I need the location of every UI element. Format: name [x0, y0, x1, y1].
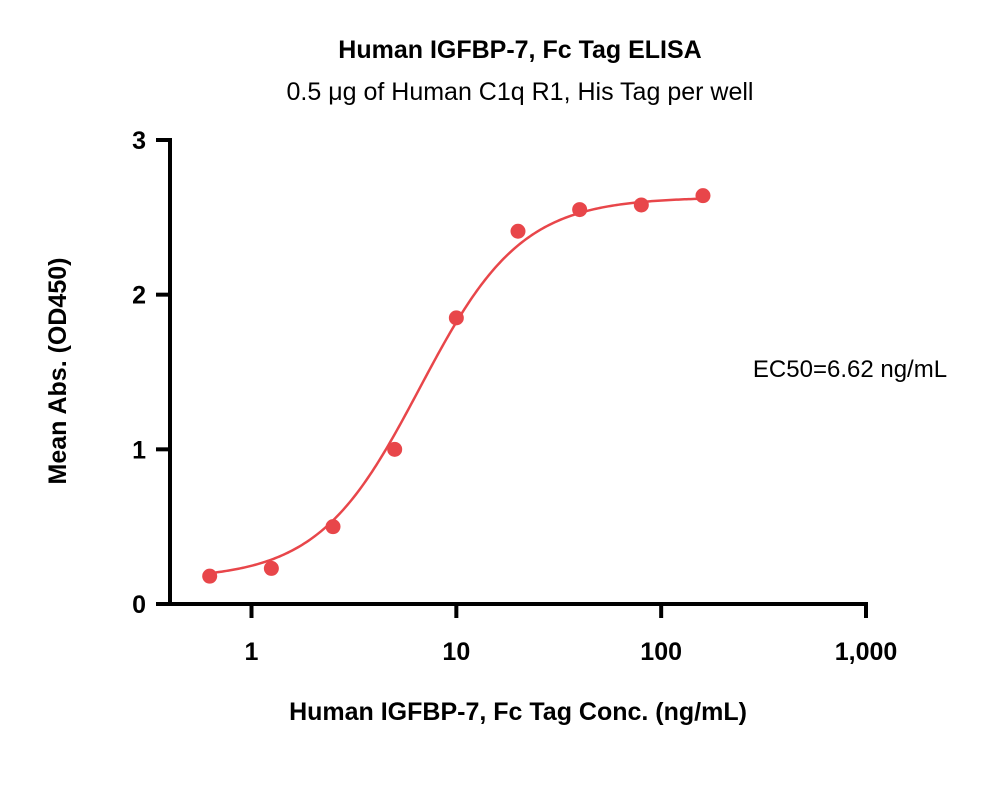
data-point: [695, 188, 711, 204]
data-point: [633, 197, 649, 213]
chart-title: Human IGFBP-7, Fc Tag ELISA: [338, 36, 701, 64]
data-point: [572, 202, 588, 218]
x-tick-label: 100: [640, 638, 682, 666]
data-point: [202, 568, 218, 584]
data-point: [387, 441, 403, 457]
x-tick-label: 10: [442, 638, 470, 666]
data-point: [448, 310, 464, 326]
data-point: [510, 223, 526, 239]
y-tick-label: 2: [132, 282, 146, 310]
fit-curve-layer: [209, 197, 704, 575]
axes: [168, 138, 868, 606]
fit-curve: [209, 197, 704, 575]
data-point: [325, 519, 341, 535]
x-axis-label: Human IGFBP-7, Fc Tag Conc. (ng/mL): [289, 698, 747, 726]
y-tick-label: 1: [132, 436, 146, 464]
ticks: 0 1 2 3 1 10 100 1,000: [132, 127, 897, 666]
y-tick-label: 0: [132, 591, 146, 619]
x-tick-label: 1,000: [835, 638, 898, 666]
data-points: [202, 188, 711, 584]
chart-subtitle: 0.5 μg of Human C1q R1, His Tag per well: [287, 78, 754, 106]
y-tick-label: 3: [132, 127, 146, 155]
data-point: [263, 560, 279, 576]
ec50-annotation: EC50=6.62 ng/mL: [753, 356, 947, 383]
y-axis-label: Mean Abs. (OD450): [44, 258, 72, 485]
x-tick-label: 1: [245, 638, 259, 666]
